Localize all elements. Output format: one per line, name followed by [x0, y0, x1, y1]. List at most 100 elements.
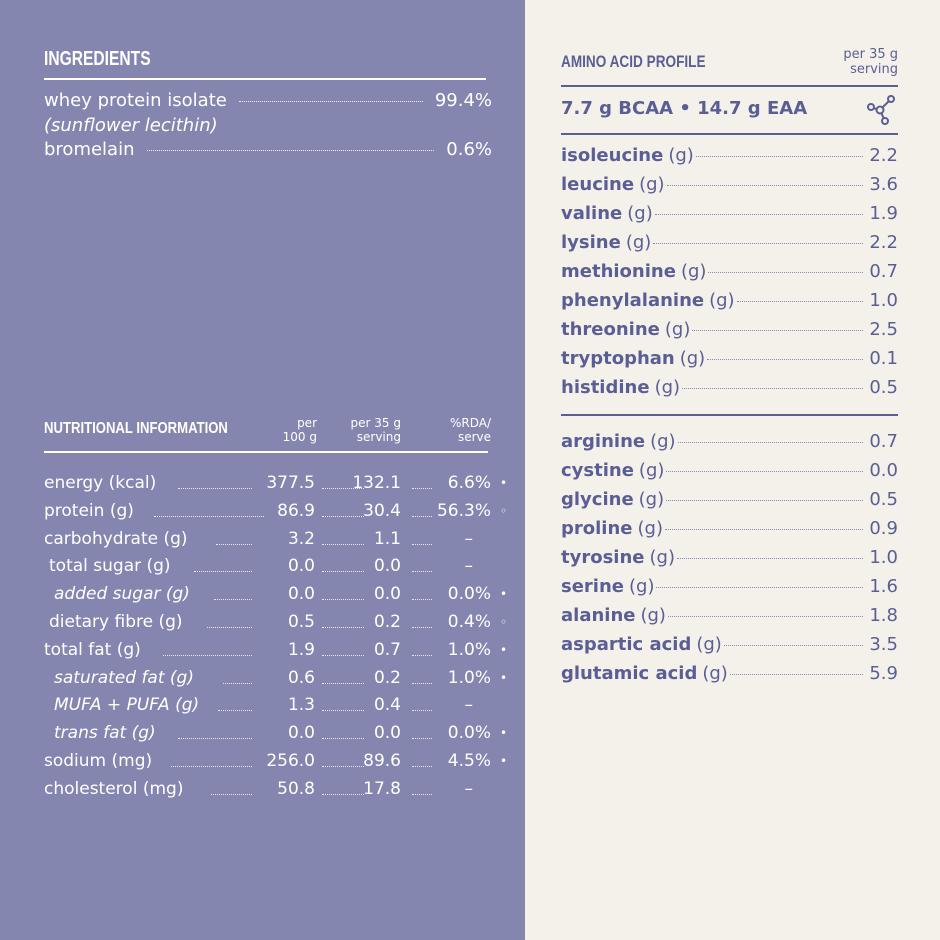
amino-row: arginine (g) 0.7 — [561, 431, 898, 452]
amino-name: threonine — [561, 319, 660, 340]
amino-name: histidine — [561, 377, 650, 398]
nutrition-row: saturated fat (g) 0.6 0.2 1.0% • — [0, 668, 525, 692]
ingredient-label: whey protein isolate — [44, 90, 227, 111]
amino-serving-header: per 35 g serving — [843, 47, 898, 77]
value-per100: 256.0 — [266, 751, 315, 771]
amino-row: phenylalanine (g) 1.0 — [561, 290, 898, 311]
dot-leader — [707, 359, 864, 360]
value-serving: 1.1 — [373, 528, 401, 549]
nutrient-label: sodium (mg) — [44, 751, 153, 771]
amino-name: leucine — [561, 174, 635, 195]
value-serving: 0.0 — [373, 556, 401, 577]
amino-name: serine — [561, 576, 624, 597]
col-header-line: %RDA/ — [449, 416, 491, 430]
dot-leader — [412, 738, 432, 740]
nutrition-row: sodium (mg) 256.0 89.6 4.5% • — [0, 751, 525, 775]
nutrition-row: carbohydrate (g) 3.2 1.1 – — [0, 529, 525, 553]
amino-value: 2.5 — [869, 319, 898, 340]
dot-leader — [322, 738, 364, 740]
value-per100: 377.5 — [266, 473, 315, 493]
amino-value: 1.0 — [869, 290, 898, 311]
value-serving: 0.2 — [373, 612, 401, 632]
rda-marker: • — [500, 642, 508, 657]
ingredient-value: 0.6% — [446, 139, 492, 160]
dot-leader — [656, 587, 864, 588]
value-per100: 0.0 — [287, 723, 315, 744]
dot-leader — [322, 599, 364, 601]
right-panel: AMINO ACID PROFILE per 35 g serving 7.7 … — [525, 0, 940, 940]
amino-summary: 7.7 g BCAA • 14.7 g EAA — [561, 98, 808, 119]
left-panel: INGREDIENTS whey protein isolate 99.4% (… — [0, 0, 525, 940]
dot-leader — [729, 674, 864, 675]
dot-leader — [322, 571, 364, 573]
amino-unit: (g) — [627, 203, 653, 224]
amino-value: 2.2 — [869, 145, 898, 166]
amino-row: serine (g) 1.6 — [561, 576, 898, 597]
amino-title: AMINO ACID PROFILE — [561, 52, 706, 71]
value-rda: 0.0% — [447, 723, 491, 744]
value-rda: – — [464, 695, 474, 716]
dot-leader — [178, 488, 252, 489]
serving-line: serving — [850, 62, 898, 77]
nutrient-label: dietary fibre (g) — [49, 612, 183, 632]
value-rda: 4.5% — [447, 751, 491, 771]
nutrient-label: total fat (g) — [44, 639, 141, 660]
value-rda: – — [464, 556, 474, 577]
dot-leader — [664, 529, 864, 530]
amino-unit: (g) — [664, 319, 691, 340]
amino-row: methionine (g) 0.7 — [561, 261, 898, 282]
amino-row: lysine (g) 2.2 — [561, 232, 898, 253]
amino-value: 0.5 — [869, 377, 898, 398]
nutrient-label: added sugar (g) — [54, 584, 190, 605]
col-header-per100: per 100 g — [283, 416, 317, 444]
amino-name: phenylalanine — [561, 290, 705, 311]
amino-unit: (g) — [668, 145, 694, 166]
amino-name: tyrosine — [561, 547, 645, 568]
amino-unit: (g) — [696, 634, 722, 655]
amino-unit: (g) — [654, 377, 681, 398]
value-per100: 50.8 — [277, 778, 315, 799]
amino-name: alanine — [561, 605, 636, 626]
amino-divider — [561, 85, 898, 87]
dot-leader — [676, 558, 864, 559]
nutrient-label: cholesterol (mg) — [44, 778, 184, 799]
dot-leader — [163, 654, 252, 656]
amino-name: proline — [561, 518, 633, 539]
nutrition-title: NUTRITIONAL INFORMATION — [44, 420, 228, 437]
amino-name: arginine — [561, 431, 646, 452]
ingredients-divider — [44, 78, 486, 80]
amino-name: glutamic acid — [561, 663, 698, 684]
value-per100: 1.9 — [287, 639, 315, 660]
amino-unit: (g) — [702, 663, 728, 684]
col-header-line: serve — [457, 430, 491, 444]
amino-unit: (g) — [650, 431, 676, 452]
value-per100: 0.0 — [287, 556, 315, 577]
amino-unit: (g) — [649, 547, 675, 568]
dot-leader — [322, 543, 364, 545]
amino-value: 1.6 — [869, 576, 898, 597]
dot-leader — [194, 571, 252, 573]
nutrient-label: energy (kcal) — [44, 473, 157, 493]
value-serving: 132.1 — [352, 473, 401, 493]
amino-row: tyrosine (g) 1.0 — [561, 547, 898, 568]
amino-name: cystine — [561, 460, 634, 481]
amino-value: 3.6 — [869, 174, 898, 195]
amino-unit: (g) — [638, 460, 665, 481]
nutrition-divider — [44, 451, 488, 453]
nutrient-label: trans fat (g) — [54, 723, 156, 744]
amino-value: 0.9 — [869, 518, 898, 539]
dot-leader — [682, 388, 864, 389]
value-serving: 0.0 — [373, 723, 401, 744]
dot-leader — [146, 150, 435, 151]
value-serving: 0.7 — [373, 639, 401, 660]
dot-leader — [412, 766, 432, 767]
dot-leader — [214, 599, 252, 601]
value-per100: 3.2 — [287, 528, 315, 549]
amino-value: 0.1 — [869, 348, 898, 369]
dot-leader — [666, 500, 864, 501]
amino-row: alanine (g) 1.8 — [561, 605, 898, 626]
amino-unit: (g) — [637, 518, 663, 539]
dot-leader — [412, 627, 432, 628]
amino-value: 2.2 — [869, 232, 898, 253]
amino-value: 0.5 — [869, 489, 898, 510]
